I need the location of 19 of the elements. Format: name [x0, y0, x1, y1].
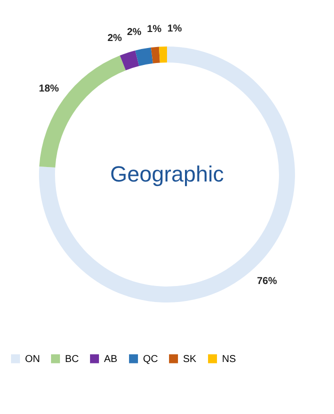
donut-slice	[158, 46, 167, 63]
legend-label: SK	[183, 354, 197, 365]
legend-label: AB	[104, 354, 118, 365]
legend-label: NS	[222, 354, 236, 365]
data-label: 18%	[38, 84, 59, 95]
legend-label: BC	[65, 354, 79, 365]
legend-label: QC	[143, 354, 158, 365]
donut-slice	[120, 50, 140, 70]
legend-label: ON	[25, 354, 40, 365]
donut-slice	[150, 46, 160, 64]
donut-slice	[39, 55, 126, 168]
data-label: 1%	[147, 24, 162, 36]
data-label: 2%	[126, 27, 142, 38]
data-label: 1%	[167, 24, 182, 35]
text: Geographic	[110, 162, 224, 186]
data-label: 2%	[107, 33, 122, 44]
donut-slice	[39, 46, 295, 302]
donut-slice	[135, 48, 153, 66]
data-label: 76%	[256, 276, 278, 287]
